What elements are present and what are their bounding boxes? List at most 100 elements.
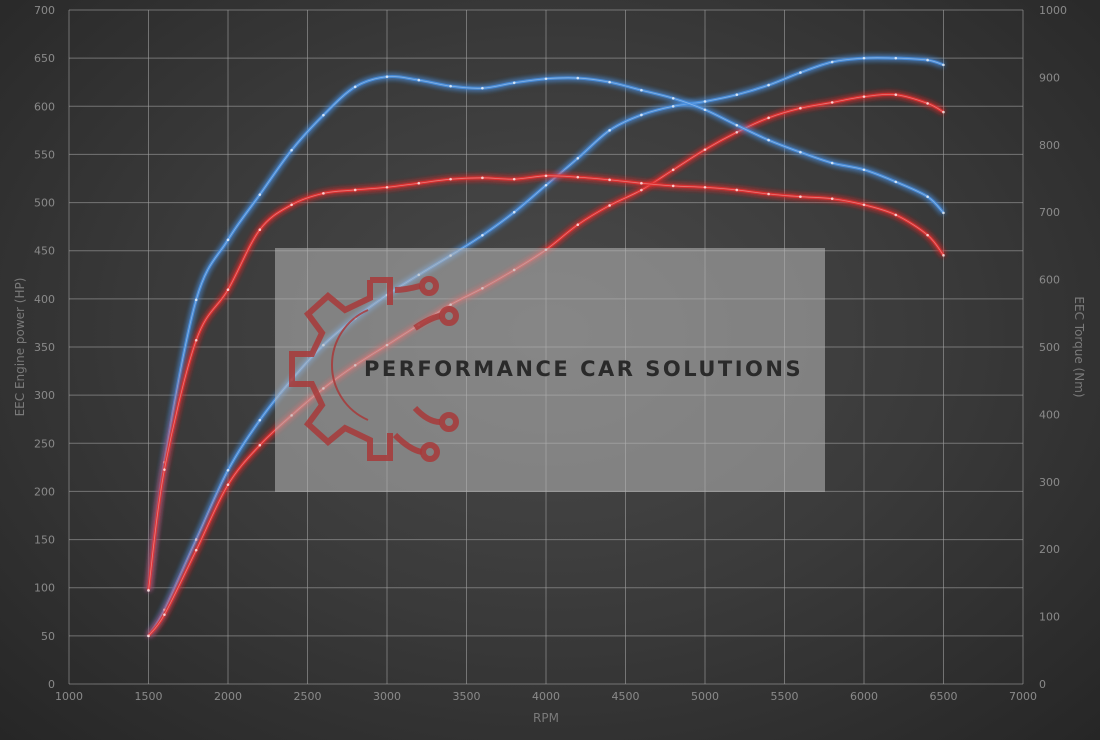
y2-tick-label: 400 xyxy=(1039,408,1060,421)
y2-tick-label: 700 xyxy=(1039,206,1060,219)
data-point xyxy=(147,589,150,592)
y-tick-label: 600 xyxy=(34,100,55,113)
y2-tick-label: 600 xyxy=(1039,274,1060,287)
data-point xyxy=(290,148,293,152)
data-point xyxy=(449,177,452,181)
y-tick-label: 0 xyxy=(48,678,55,691)
data-point xyxy=(353,85,357,89)
y-tick-label: 100 xyxy=(34,582,55,595)
data-point xyxy=(163,468,166,471)
y2-tick-label: 800 xyxy=(1039,139,1060,152)
data-point xyxy=(481,86,484,90)
y-tick-label: 50 xyxy=(41,630,55,643)
data-point xyxy=(703,185,707,189)
data-point xyxy=(608,178,611,182)
data-point xyxy=(894,180,898,184)
data-point xyxy=(194,298,198,302)
data-point xyxy=(862,168,866,172)
y-tick-label: 700 xyxy=(34,4,55,17)
y-tick-label: 550 xyxy=(34,148,55,161)
data-point xyxy=(226,238,230,242)
data-point xyxy=(512,81,516,85)
data-point xyxy=(353,188,357,192)
data-point xyxy=(926,195,929,198)
data-point xyxy=(640,88,643,92)
tick-labels: 1000 1500 2000 2500 3000 3500 4000 4500 5000 5500… xyxy=(34,4,1067,703)
data-point xyxy=(385,75,389,79)
data-point xyxy=(671,96,675,100)
y-tick-label: 450 xyxy=(34,245,55,258)
data-point xyxy=(767,116,770,120)
data-point xyxy=(942,211,945,215)
data-point xyxy=(799,150,802,154)
y-tick-label: 250 xyxy=(34,437,55,450)
data-point xyxy=(194,338,198,342)
data-point xyxy=(640,113,643,117)
x-tick-label: 5000 xyxy=(691,690,719,703)
x-tick-label: 2500 xyxy=(294,690,322,703)
x-axis-label: RPM xyxy=(533,711,559,725)
data-point xyxy=(481,234,484,237)
data-point xyxy=(544,174,548,178)
data-point xyxy=(830,101,834,104)
data-point xyxy=(894,213,898,217)
data-point xyxy=(290,203,293,207)
y-tick-label: 400 xyxy=(34,293,55,306)
y2-tick-label: 300 xyxy=(1039,476,1060,489)
data-point xyxy=(799,106,802,110)
y2-tick-label: 0 xyxy=(1039,678,1046,691)
y-tick-label: 200 xyxy=(34,485,55,498)
data-point xyxy=(767,192,770,196)
data-point xyxy=(194,548,198,552)
data-point xyxy=(926,233,929,237)
data-point xyxy=(226,288,230,292)
data-point xyxy=(194,538,198,541)
y-axis-label: EEC Engine power (HP) xyxy=(13,278,27,417)
data-point xyxy=(512,210,516,214)
data-point xyxy=(258,228,262,232)
data-point xyxy=(671,168,675,172)
data-point xyxy=(767,83,770,87)
x-tick-label: 5500 xyxy=(771,690,799,703)
data-point xyxy=(147,634,150,638)
y2-axis-label: EEC Torque (Nm) xyxy=(1072,296,1086,397)
watermark-text: PERFORMANCE CAR SOLUTIONS xyxy=(364,357,803,381)
data-point xyxy=(735,93,739,97)
data-point xyxy=(640,181,643,185)
y2-tick-label: 100 xyxy=(1039,611,1060,624)
y2-tick-label: 1000 xyxy=(1039,4,1067,17)
watermark-box xyxy=(275,248,825,492)
data-point xyxy=(481,176,484,180)
x-tick-label: 2000 xyxy=(214,690,242,703)
x-tick-label: 4000 xyxy=(532,690,560,703)
y2-tick-label: 200 xyxy=(1039,543,1060,556)
x-tick-label: 6000 xyxy=(850,690,878,703)
series-line-core-2 xyxy=(148,76,944,591)
y-tick-label: 300 xyxy=(34,389,55,402)
data-point xyxy=(258,193,262,196)
data-point xyxy=(671,104,675,108)
data-point xyxy=(830,161,834,165)
data-point xyxy=(385,185,389,189)
data-point xyxy=(512,177,516,181)
series-line-3 xyxy=(147,174,945,591)
data-point xyxy=(449,84,452,88)
data-point xyxy=(830,60,834,64)
data-point xyxy=(799,195,802,198)
y-tick-label: 500 xyxy=(34,197,55,210)
data-point xyxy=(703,148,707,151)
data-point xyxy=(576,156,580,160)
data-point xyxy=(735,123,739,127)
x-tick-label: 1000 xyxy=(55,690,83,703)
x-tick-label: 3500 xyxy=(453,690,481,703)
data-point xyxy=(322,192,325,195)
y-tick-label: 650 xyxy=(34,52,55,65)
data-point xyxy=(703,108,707,112)
x-tick-label: 6500 xyxy=(930,690,958,703)
data-point xyxy=(942,110,945,114)
data-point xyxy=(576,175,580,179)
data-point xyxy=(926,58,929,62)
data-point xyxy=(942,254,945,257)
gear-logo-icon xyxy=(289,276,459,462)
